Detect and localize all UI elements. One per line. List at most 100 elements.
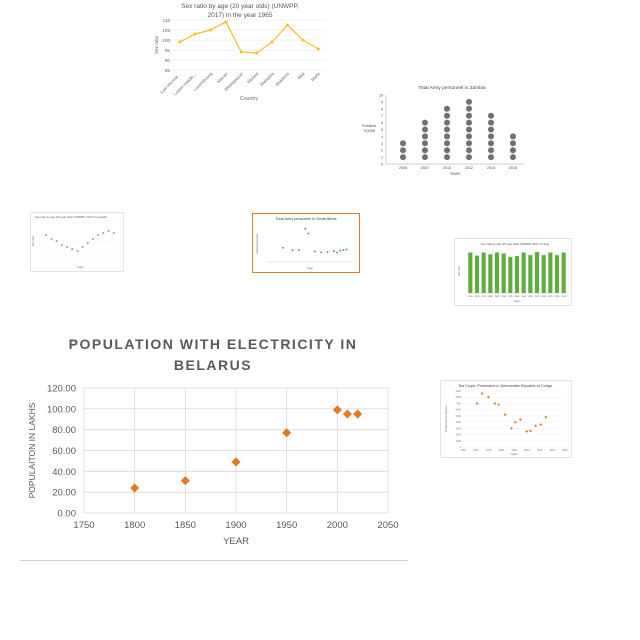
x-tick-label: 2030 <box>562 449 568 452</box>
chart-svg: Total Army personnel in Zambia 0 1 2 3 4 5 6 7 8 9… <box>362 85 524 176</box>
bar <box>548 252 553 293</box>
data-point <box>231 457 241 467</box>
bar <box>481 252 486 293</box>
data-point <box>291 249 294 252</box>
data-dot <box>444 133 450 140</box>
y-tick-label: 6000 <box>456 409 462 412</box>
x-axis-label: Years <box>513 299 521 303</box>
divider-line <box>20 560 408 561</box>
x-tick-label: 2006 <box>399 166 407 170</box>
x-tick-label: Maldives <box>274 71 290 87</box>
x-axis-label: YEAR <box>223 536 249 547</box>
x-tick-label: 2010 <box>528 296 534 298</box>
data-dot <box>510 140 516 147</box>
x-tick-label: 1975 <box>481 296 487 298</box>
data-dot <box>488 119 494 126</box>
data-point <box>332 250 335 252</box>
data-point <box>336 251 338 254</box>
data-point <box>92 238 94 240</box>
x-tick-label: 1970 <box>486 449 492 452</box>
data-point <box>45 234 48 236</box>
x-tick-label: 2050 <box>377 520 398 531</box>
data-point <box>307 232 310 235</box>
y-tick-label: 8 <box>381 107 383 111</box>
y-axis-label: Sex ratio <box>31 235 35 246</box>
y-tick-label: 3000 <box>456 427 462 430</box>
x-tick-label: 1960 <box>473 449 479 452</box>
x-tick-label: 2005 <box>521 296 527 298</box>
x-tick-label: 2000 <box>327 520 348 531</box>
y-tick-label: 2 <box>381 149 383 153</box>
bar <box>534 252 540 293</box>
x-tick-label: 2010 <box>443 166 451 170</box>
chart-title: Total Army personnel in Zambia <box>418 85 486 91</box>
data-point <box>239 50 243 54</box>
data-point <box>326 251 329 253</box>
x-tick-label: 1990 <box>511 449 517 452</box>
y-tick-label: 85 <box>165 68 171 73</box>
data-point <box>480 392 484 395</box>
togo-sex-ratio-bar-chart: Sex ratio by age (20 year olds) (UNWPP, … <box>454 238 572 306</box>
data-dot <box>466 147 472 154</box>
data-point <box>130 483 140 493</box>
data-point <box>301 38 305 42</box>
x-axis-label: Years <box>76 265 84 269</box>
data-point <box>339 249 342 252</box>
chart-title: Sex ratio by age (20 year olds) (UNWPP, <box>181 3 299 10</box>
data-dot <box>466 105 472 112</box>
x-tick-label: 2020 <box>550 449 556 452</box>
data-point <box>497 403 501 407</box>
y-tick-label: 90 <box>165 58 171 63</box>
x-tick-label: 1995 <box>508 296 514 298</box>
chart-svg: Tea Crops, Production in Democratic Repu… <box>444 384 568 456</box>
data-point <box>503 413 507 417</box>
y-axis-label: Sex ratio <box>154 35 159 54</box>
y-tick-label: 110 <box>163 18 171 23</box>
y-tick-label: 0.00 <box>58 509 77 520</box>
data-point <box>332 405 342 415</box>
series-line <box>179 21 319 54</box>
y-tick-label: 95 <box>165 48 171 53</box>
data-dot <box>466 154 472 161</box>
y-tick-label: 5000 <box>456 415 462 418</box>
y-axis-label: Armed personnel <box>255 234 259 254</box>
y-tick-label: 120.00 <box>47 384 76 395</box>
bar <box>494 252 500 293</box>
y-tick-label: 6 <box>381 121 383 125</box>
y-axis-label: Soldiers <box>362 124 376 128</box>
chart-svg: Sex ratio by age (20 year olds) (UNWPP, … <box>457 242 567 303</box>
data-point <box>178 40 182 44</box>
data-dot <box>466 119 472 126</box>
x-tick-label: 1800 <box>124 520 145 531</box>
data-point <box>81 246 84 248</box>
x-tick-label: Malawi <box>246 71 259 84</box>
y-tick-label: 105 <box>162 28 170 33</box>
data-point <box>525 430 529 433</box>
x-tick-label: 2016 <box>509 166 517 170</box>
data-dot <box>422 133 428 140</box>
x-tick-label: Malta <box>310 71 322 83</box>
x-tick-label: 1965 <box>468 296 474 298</box>
data-point <box>193 32 197 36</box>
data-point <box>66 246 68 248</box>
south-africa-army-chart: Total Army personnel in South Africa Arme… <box>252 213 360 273</box>
y-tick-label: 100.00 <box>47 404 76 415</box>
chart-title: Total Army personnel in South Africa <box>276 217 338 221</box>
y-tick-label: 2000 <box>456 434 462 437</box>
bar <box>554 255 560 293</box>
data-point <box>518 418 522 422</box>
data-dot <box>422 147 428 154</box>
data-dot <box>466 126 472 133</box>
data-point <box>71 248 74 250</box>
chart-title: POPULATION WITH ELECTRICITY IN <box>69 336 358 352</box>
x-tick-label: 1850 <box>175 520 196 531</box>
data-point <box>282 246 284 249</box>
data-dot <box>444 112 450 119</box>
bar <box>474 255 480 293</box>
data-point <box>475 402 479 405</box>
data-dot <box>422 140 428 147</box>
x-tick-label: 1950 <box>460 449 466 452</box>
chart-svg: POPULATION WITH ELECTRICITY IN BELARUS 0.0… <box>27 336 399 547</box>
data-dot <box>488 133 494 140</box>
x-tick-label: 1900 <box>225 520 246 531</box>
